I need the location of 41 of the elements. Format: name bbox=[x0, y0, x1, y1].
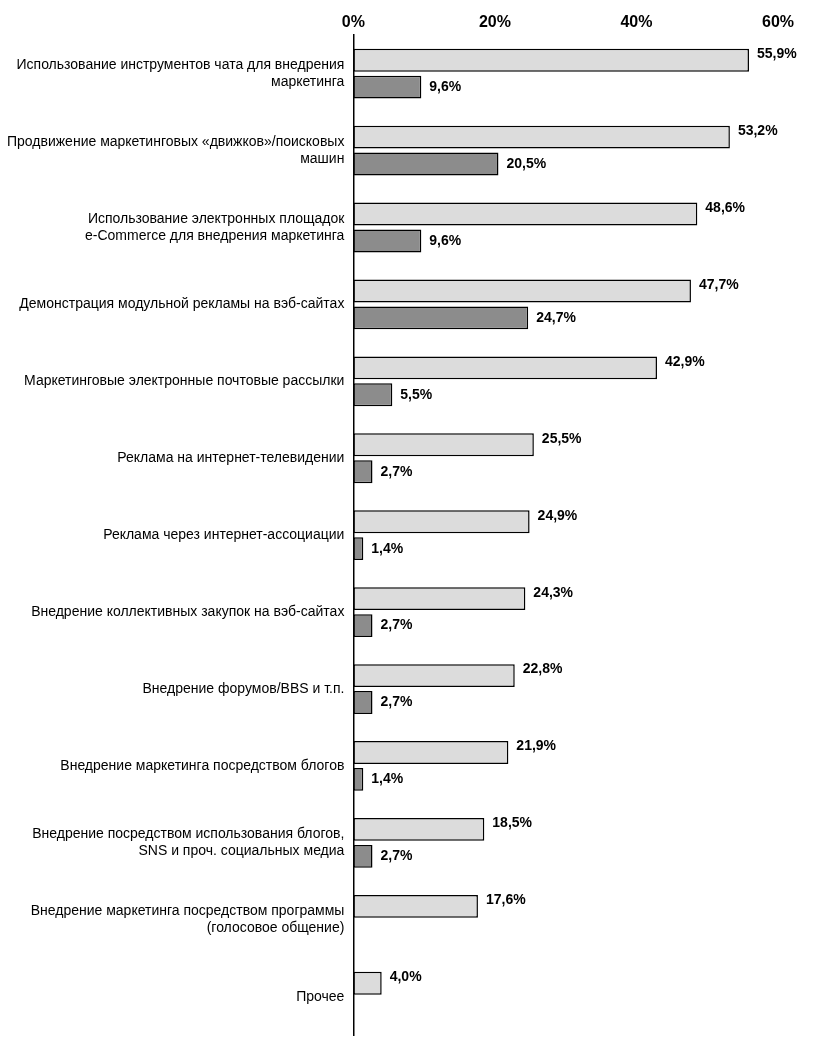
y-tick-label: Прочее bbox=[296, 987, 345, 1004]
y-tick-label: Реклама через интернет-ассоциации bbox=[103, 526, 345, 543]
data-label: 20,5% bbox=[506, 154, 547, 171]
x-tick-label: 0% bbox=[341, 13, 365, 31]
data-label: 42,9% bbox=[664, 352, 706, 369]
y-tick-label: Внедрение маркетинга посредством программы (голосовое общение) bbox=[30, 902, 345, 936]
y-tick-label: Внедрение коллективных закупок на вэб-сайтах bbox=[31, 602, 345, 619]
y-tick-label: Внедрение форумов/BBS и т.п. bbox=[142, 679, 345, 696]
data-label: 53,2% bbox=[737, 121, 779, 138]
y-tick-label: Реклама на интернет-телевидении bbox=[117, 449, 345, 466]
data-label: 24,7% bbox=[536, 308, 577, 325]
y-tick-label: Внедрение маркетинга посредством блогов bbox=[60, 756, 345, 773]
data-label: 24,9% bbox=[537, 506, 578, 523]
data-label: 18,5% bbox=[492, 814, 533, 831]
data-label: 25,5% bbox=[541, 429, 583, 446]
data-label: 17,6% bbox=[485, 891, 527, 908]
data-label: 24,3% bbox=[533, 583, 574, 600]
data-label: 4,0% bbox=[389, 968, 423, 985]
data-label: 22,8% bbox=[522, 660, 563, 677]
data-label: 2,7% bbox=[380, 847, 413, 864]
data-label: 9,6% bbox=[429, 77, 462, 94]
data-label: 2,7% bbox=[380, 616, 413, 633]
y-tick-label: Продвижение маркетинговых «движков»/поисковых машин bbox=[7, 133, 345, 166]
data-label: 1,4% bbox=[371, 770, 404, 787]
x-tick-label: 60% bbox=[761, 13, 795, 31]
data-label: 9,6% bbox=[429, 231, 462, 248]
y-tick-label: Использование электронных площадок e-Commerce для внедрения маркетинга bbox=[85, 209, 346, 243]
x-tick-label: 20% bbox=[478, 13, 511, 31]
data-label: 21,9% bbox=[516, 737, 557, 754]
data-label: 48,6% bbox=[705, 198, 746, 215]
data-label: 1,4% bbox=[371, 539, 404, 556]
data-label: 47,7% bbox=[698, 275, 740, 292]
y-tick-label: Использование инструментов чата для внедрения маркетинга bbox=[16, 56, 345, 89]
data-label: 5,5% bbox=[400, 385, 433, 402]
data-label: 2,7% bbox=[380, 462, 413, 479]
y-tick-label: Внедрение посредством использования блогов, SNS и проч. социальных медиа bbox=[32, 825, 345, 859]
y-tick-label: Демонстрация модульной рекламы на вэб-сайтах bbox=[19, 295, 345, 312]
data-label: 2,7% bbox=[380, 693, 413, 710]
data-label: 55,9% bbox=[756, 45, 798, 62]
y-tick-label: Маркетинговые электронные почтовые рассылки bbox=[24, 372, 345, 389]
x-tick-label: 40% bbox=[620, 13, 653, 31]
